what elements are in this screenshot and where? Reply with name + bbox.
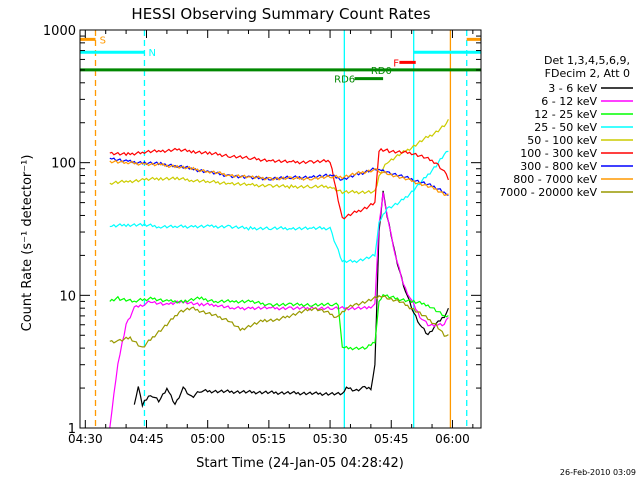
series-line-800-7000-kev-kev [109,159,449,196]
legend-label-25-50-kev-kev: 25 - 50 keV [534,121,597,134]
legend-label-12-25-kev-kev: 12 - 25 keV [534,108,597,121]
x-tick-label: 04:45 [129,432,164,446]
series-line-6-12-kev-kev [109,192,449,429]
series-line-12-25-kev-kev [109,293,449,351]
x-tick-label: 05:00 [190,432,225,446]
legend-label-7000-20000-kev-kev: 7000 - 20000 keV [499,186,597,199]
x-axis-label: Start Time (24-Jan-05 04:28:42) [196,456,404,471]
y-tick-label: 1000 [43,24,76,39]
y-tick-label: 10 [59,289,76,304]
series-line-7000-20000-kev-kev [109,294,449,348]
chart-title: HESSI Observing Summary Count Rates [131,5,430,23]
legend-header-line-1: Det 1,3,4,5,6,9, [544,54,630,67]
legend-label-6-12-kev-kev: 6 - 12 keV [541,95,597,108]
legend-header-line-2: FDecim 2, Att 0 [545,67,630,80]
x-tick-label: 06:00 [435,432,470,446]
flag-label-f: F [393,58,399,69]
series-lines [109,119,449,429]
x-tick-label: 05:45 [374,432,409,446]
flag-label-s: S [100,35,106,46]
flag-label-rd0: RD0 [371,66,392,77]
legend-label-300-800-kev-kev: 300 - 800 keV [520,160,597,173]
series-line-50-100-kev-kev [109,119,449,195]
y-axis-label: Count Rate (s⁻¹ detector⁻¹) [20,155,35,332]
axes: 04:30 04:45 05:00 05:15 05:30 05:45 06:00 1 10 10… [43,24,482,446]
y-tick-label: 1 [68,422,76,437]
x-tick-label: 04:30 [68,432,103,446]
series-line-25-50-kev-kev [109,150,449,264]
x-tick-label: 05:30 [313,432,348,446]
legend-label-100-300-kev-kev: 100 - 300 keV [520,147,597,160]
y-tick-label: 100 [51,157,76,172]
legend-label-50-100-kev-kev: 50 - 100 keV [527,134,597,147]
flag-label-n: N [149,48,156,59]
legend-label-800-7000-kev-kev: 800 - 7000 keV [513,173,597,186]
time-markers [94,30,468,428]
plot-frame [79,29,482,429]
flag-label-rd6: RD6 [334,75,355,86]
footer-date: 26-Feb-2010 03:09 [560,468,636,477]
legend: Det 1,3,4,5,6,9, FDecim 2, Att 0 3 - 6 k… [499,54,633,199]
x-tick-label: 05:15 [252,432,287,446]
series-line-100-300-kev-kev [109,147,449,220]
legend-label-3-6-kev-kev: 3 - 6 keV [548,82,597,95]
